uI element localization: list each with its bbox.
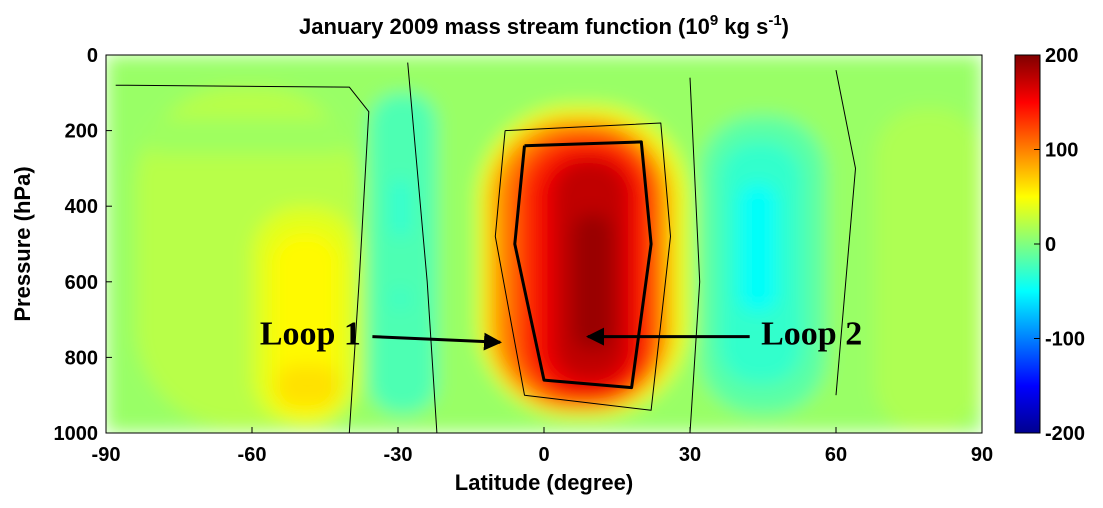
heatmap-region — [393, 289, 408, 309]
y-axis: 0 200 400 600 800 1000 — [54, 45, 112, 445]
heatmap-region — [276, 364, 340, 407]
colorbar-tick-label: 0 — [1045, 234, 1056, 256]
heatmap-region — [573, 213, 613, 350]
heatmap-region — [393, 179, 408, 237]
contour-lines — [115, 62, 856, 433]
annotation-arrow — [372, 332, 502, 351]
x-tick-label: 60 — [825, 444, 847, 466]
colorbar-ticks: 200 100 0 -100 -200 — [1034, 45, 1085, 445]
contour-line — [494, 122, 671, 411]
heatmap-region — [368, 92, 437, 415]
y-tick-label: 200 — [65, 121, 98, 143]
x-tick-label: -60 — [238, 444, 267, 466]
x-tick-label: 90 — [971, 444, 993, 466]
y-tick-label: 0 — [87, 45, 98, 67]
colorbar-tick-label: 100 — [1045, 140, 1078, 162]
heatmap-region — [874, 107, 982, 433]
x-tick-label: -90 — [92, 444, 121, 466]
chart-title: January 2009 mass stream function (109 k… — [299, 12, 789, 39]
colorbar-tick-label: 200 — [1045, 45, 1078, 67]
heatmap-region — [144, 119, 350, 154]
x-tick-label: -30 — [384, 444, 413, 466]
y-tick-label: 400 — [65, 196, 98, 218]
x-axis: -90 -60 -30 0 30 60 90 — [92, 427, 993, 466]
contour-line — [689, 77, 701, 433]
loop-annotation-label: Loop 2 — [761, 315, 862, 352]
contour-line — [835, 70, 856, 396]
contour-line — [115, 84, 370, 433]
contour-line — [513, 140, 653, 390]
colorbar-tick-label: -200 — [1045, 423, 1085, 445]
contour-line — [407, 62, 438, 433]
loop-annotation-label: Loop 1 — [260, 315, 361, 352]
plot-area — [106, 55, 982, 433]
y-tick-label: 600 — [65, 272, 98, 294]
colorbar-tick-label: -100 — [1045, 329, 1085, 351]
y-axis-label: Pressure (hPa) — [10, 166, 35, 321]
x-axis-label: Latitude (degree) — [455, 470, 633, 495]
annotations: Loop 1 Loop 2 — [260, 315, 862, 352]
y-tick-label: 1000 — [54, 423, 99, 445]
heatmap-region — [738, 183, 778, 313]
x-tick-label: 0 — [538, 444, 549, 466]
x-tick-label: 30 — [679, 444, 701, 466]
y-tick-label: 800 — [65, 347, 98, 369]
